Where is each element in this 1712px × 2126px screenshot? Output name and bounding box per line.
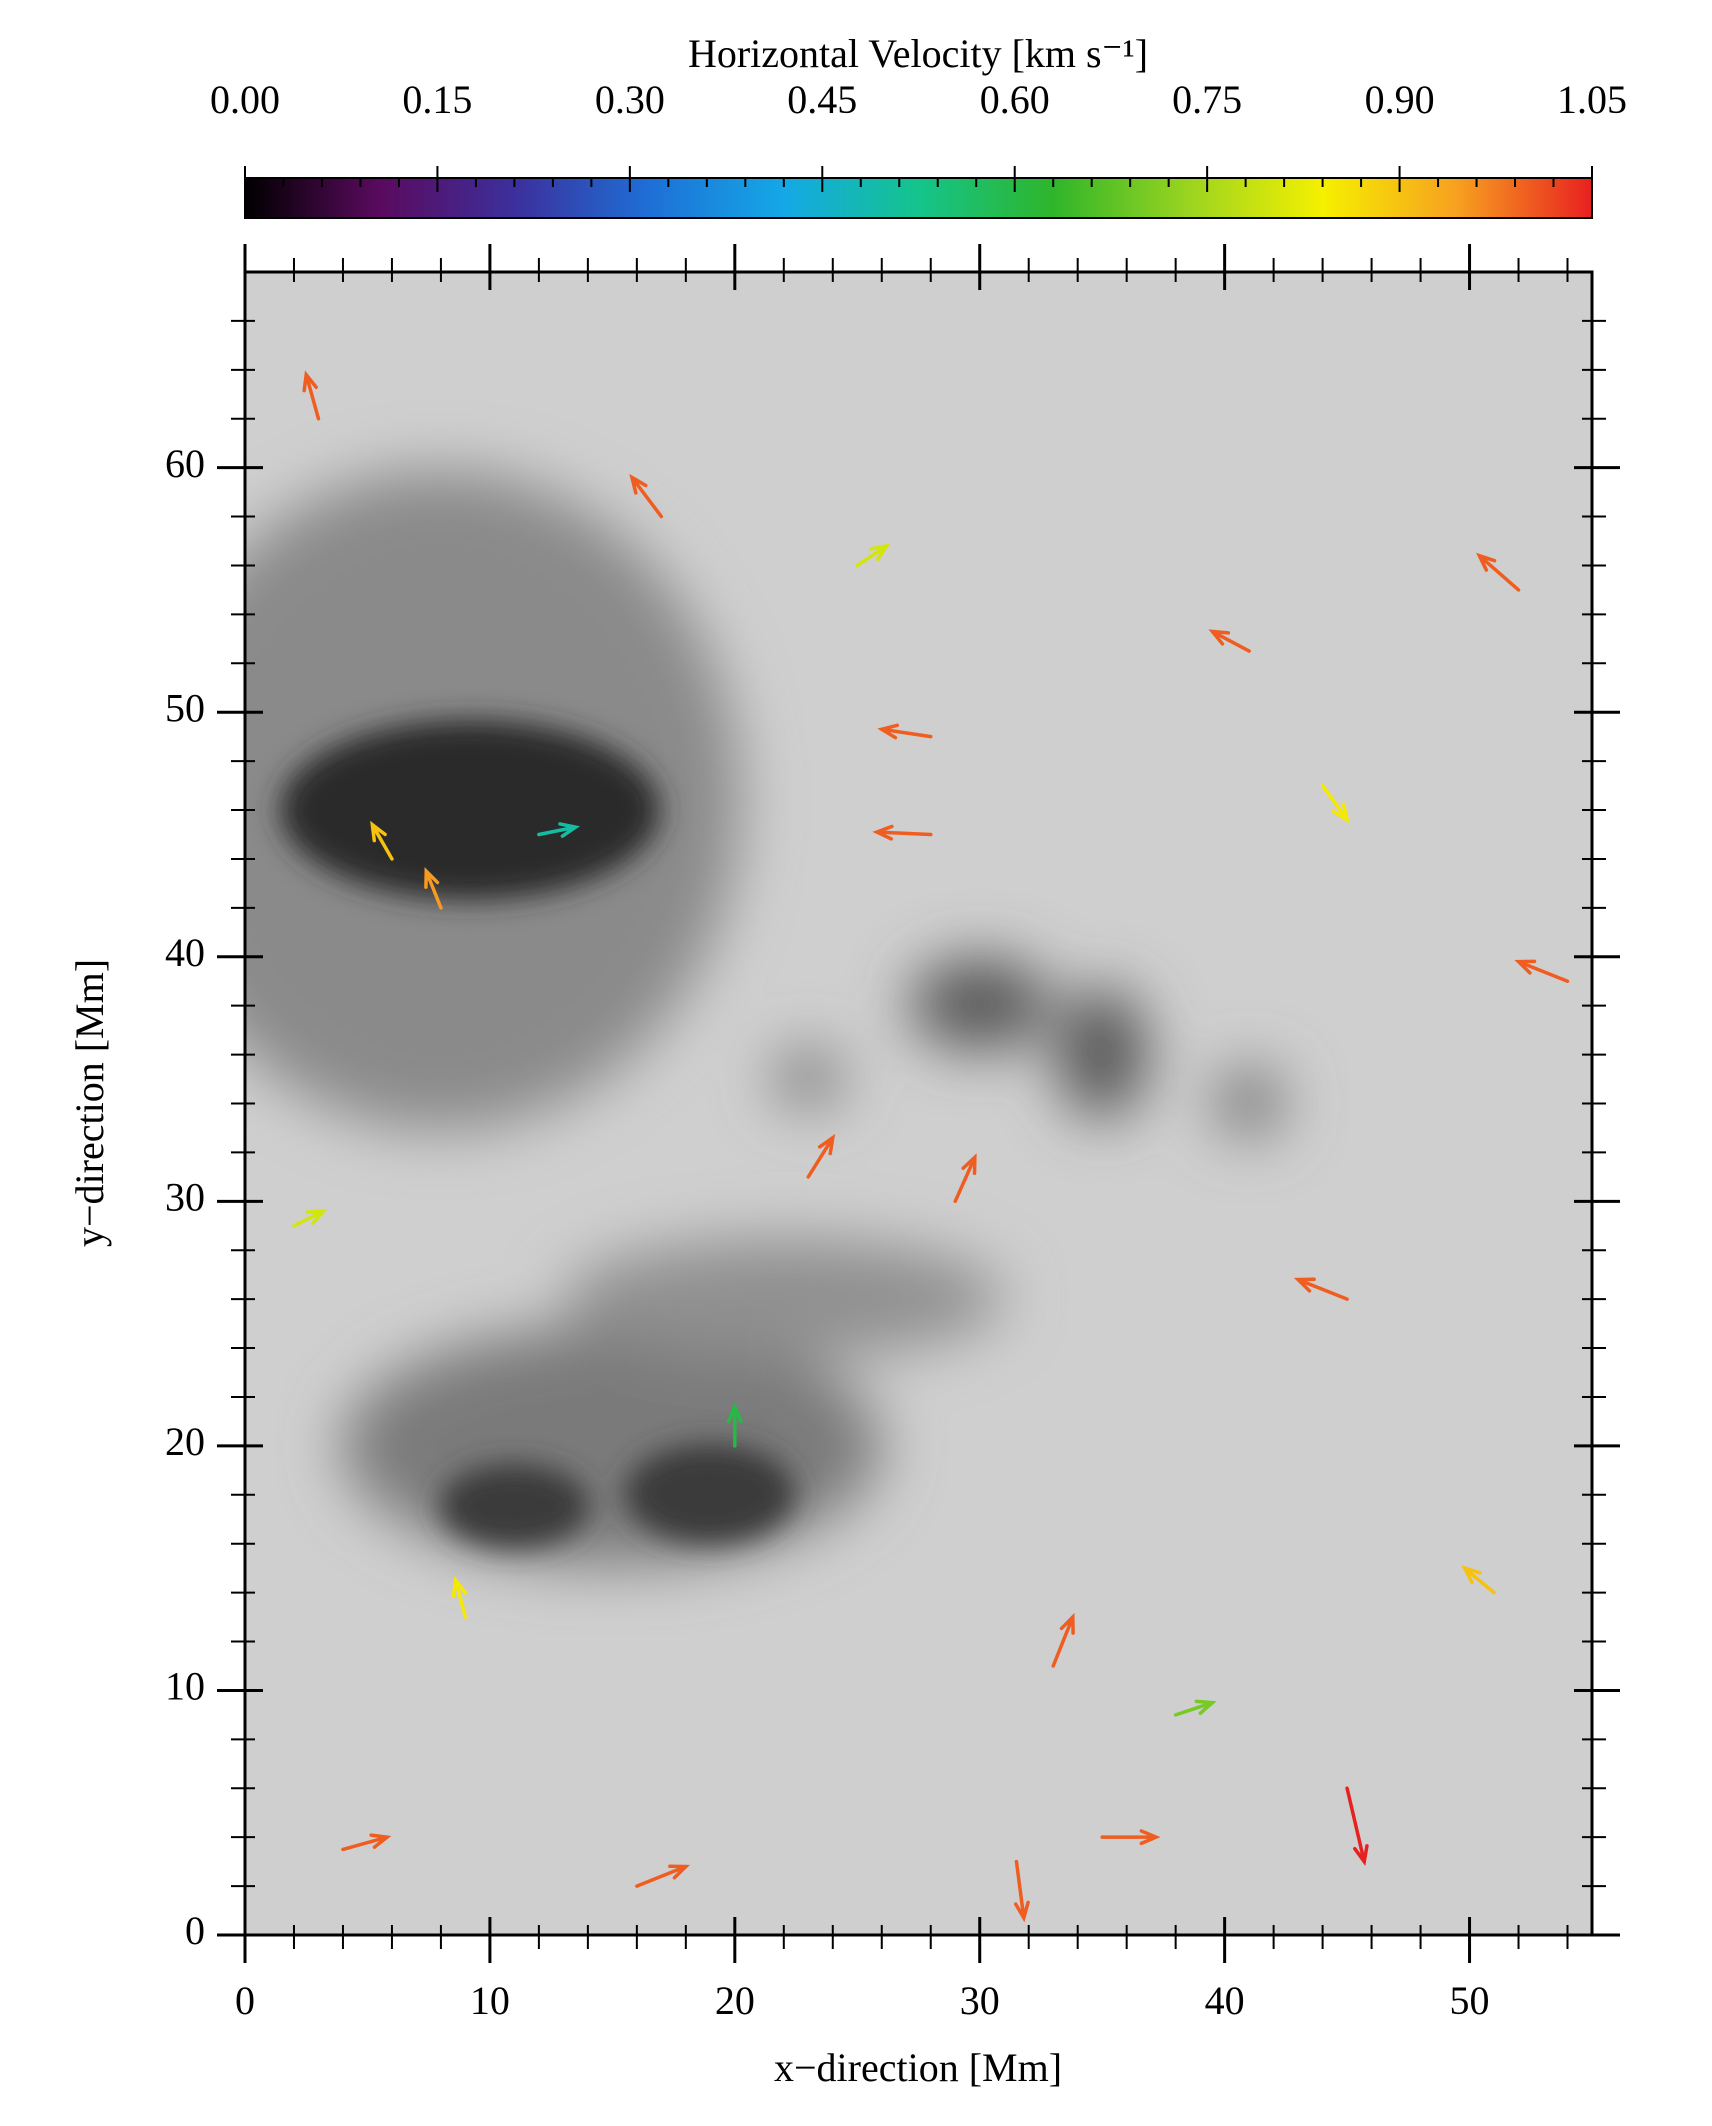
page: {"chart_data": { "type": "quiver", "colo… — [0, 0, 1712, 2121]
x-tick-label: 50 — [1450, 1978, 1490, 2023]
x-tick-label: 40 — [1205, 1978, 1245, 2023]
x-tick-label: 30 — [960, 1978, 1000, 2023]
y-tick-label: 40 — [165, 930, 205, 975]
y-tick-label: 60 — [165, 441, 205, 486]
x-tick-label: 20 — [715, 1978, 755, 2023]
colorbar-tick-label: 0.60 — [980, 77, 1050, 122]
colorbar-tick-label: 0.15 — [402, 77, 472, 122]
colorbar-tick-label: 1.05 — [1557, 77, 1627, 122]
colorbar — [245, 178, 1592, 218]
x-tick-label: 0 — [235, 1978, 255, 2023]
figure: Horizontal Velocity [km s⁻¹] x−direction… — [0, 0, 1712, 2121]
x-tick-label: 10 — [470, 1978, 510, 2023]
y-tick-label: 20 — [165, 1419, 205, 1464]
y-tick-label: 50 — [165, 685, 205, 730]
y-axis-label: y−direction [Mm] — [67, 959, 112, 1247]
colorbar-tick-label: 0.90 — [1365, 77, 1435, 122]
solar-image — [140, 272, 1592, 1935]
colorbar-tick-label: 0.00 — [210, 77, 280, 122]
colorbar-label: Horizontal Velocity [km s⁻¹] — [688, 31, 1148, 76]
y-tick-label: 0 — [185, 1908, 205, 1953]
colorbar-tick-label: 0.45 — [787, 77, 857, 122]
y-tick-label: 10 — [165, 1664, 205, 1709]
x-axis-label: x−direction [Mm] — [774, 2045, 1062, 2090]
colorbar-tick-label: 0.75 — [1172, 77, 1242, 122]
colorbar-tick-label: 0.30 — [595, 77, 665, 122]
y-tick-label: 30 — [165, 1174, 205, 1219]
